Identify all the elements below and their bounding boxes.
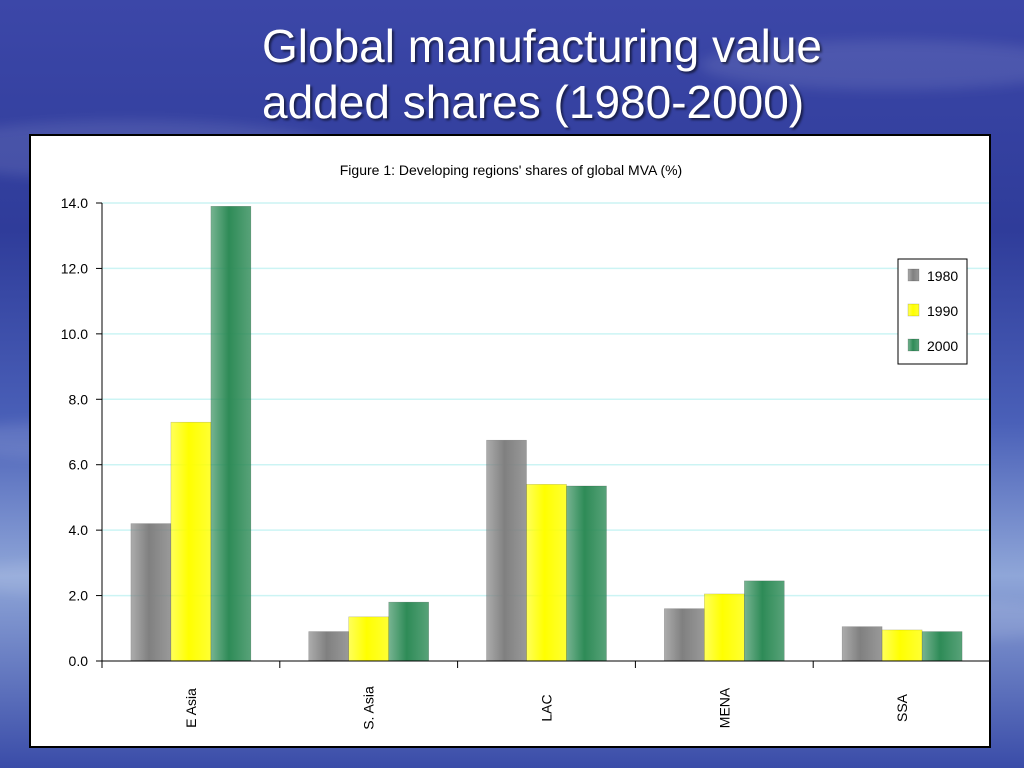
y-tick-label: 2.0: [69, 588, 89, 604]
bar-2000-sasia: [388, 601, 429, 662]
y-tick-label: 6.0: [69, 457, 89, 473]
x-category-label: S. Asia: [361, 686, 377, 730]
bar-1980-sasia: [308, 631, 349, 662]
slide-title-line1: Global manufacturing value: [262, 20, 822, 72]
slide-title-line2: added shares (1980-2000): [262, 76, 805, 128]
bar-1980-easia: [130, 523, 172, 662]
bar-2000-mena: [744, 580, 785, 662]
chart-frame: Figure 1: Developing regions' shares of …: [29, 134, 991, 748]
bar-1990-lac: [526, 484, 567, 662]
legend-swatch: [907, 303, 920, 317]
bar-1980-ssa: [841, 626, 883, 662]
y-tick-label: 4.0: [69, 522, 89, 538]
bar-1990-sasia: [348, 616, 389, 662]
chart-title: Figure 1: Developing regions' shares of …: [340, 162, 682, 178]
legend: 1980 1990 2000: [897, 258, 968, 365]
bars: [130, 206, 963, 662]
y-tick-label: 14.0: [61, 195, 88, 211]
legend-swatch: [907, 338, 920, 352]
y-tick-label: 8.0: [69, 391, 89, 407]
bar-1980-mena: [664, 608, 705, 662]
bar-1990-easia: [170, 421, 212, 662]
legend-swatch: [907, 268, 920, 282]
legend-entry-label: 2000: [927, 338, 958, 354]
y-tick-label: 0.0: [69, 653, 89, 669]
bar-2000-lac: [566, 485, 607, 662]
bar-1990-ssa: [881, 629, 923, 662]
x-category-label: E Asia: [183, 688, 199, 728]
y-tick-label: 10.0: [61, 326, 88, 342]
slide-title: Global manufacturing value added shares …: [262, 18, 962, 130]
x-category-label: SSA: [894, 693, 910, 722]
x-category-label: MENA: [716, 687, 732, 728]
bar-chart: Figure 1: Developing regions' shares of …: [61, 162, 989, 730]
legend-entry-label: 1980: [927, 268, 958, 284]
axes: 0.0 2.0 4.0 6.0 8.0 10.0 12.0 14.0 E Asia S. Asia…: [61, 195, 989, 730]
y-tick-label: 12.0: [61, 260, 88, 276]
bar-2000-easia: [210, 206, 252, 662]
x-category-label: LAC: [539, 694, 555, 721]
bar-2000-ssa: [921, 631, 963, 662]
legend-entry-label: 1990: [927, 303, 958, 319]
bar-1990-mena: [704, 593, 745, 662]
bar-1980-lac: [486, 439, 527, 662]
